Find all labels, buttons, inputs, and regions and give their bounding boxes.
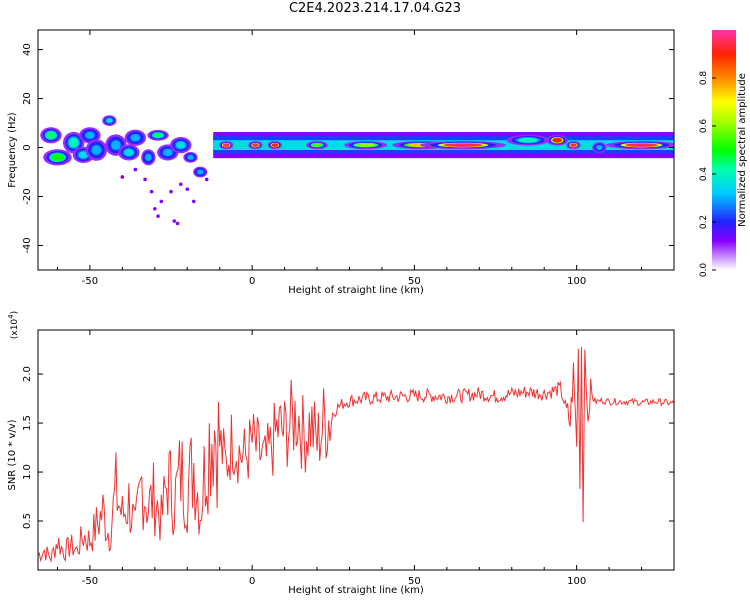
spectrogram-blob — [123, 148, 134, 157]
colorbar-label: Normalized spectral amplitude — [737, 73, 748, 227]
snr-xtick-label: -50 — [82, 576, 98, 587]
snr-y-multiplier: (x104) — [7, 311, 20, 339]
snr-ticks: -50 0 50 100 0.5 1.0 1.5 2.0 — [22, 330, 675, 587]
spectrogram-scatter-point — [169, 189, 173, 194]
colorbar-tick-label: 0.0 — [699, 263, 709, 278]
spectrogram-blob — [91, 145, 102, 155]
colorbar: 0.0 0.2 0.4 0.6 0.8 Normalized spectral ampl… — [699, 30, 748, 277]
snr-frame — [37, 329, 675, 571]
spectrogram-ytick-label: 20 — [22, 92, 33, 105]
spectrogram-ytick-label: 0 — [22, 144, 33, 150]
spectrogram-ytick-label: -20 — [22, 188, 33, 204]
spectrogram-blob — [50, 153, 64, 162]
spectrogram-scatter-point — [178, 182, 183, 187]
spectrogram-marks — [40, 115, 674, 226]
spectrogram-blob — [187, 154, 194, 160]
colorbar-gradient — [712, 30, 736, 270]
snr-background — [38, 330, 674, 570]
spectrogram-scatter-point — [156, 214, 160, 218]
colorbar-tick-label: 0.2 — [699, 215, 709, 229]
spectrogram-blob — [596, 145, 603, 151]
spectrogram-scatter-point — [149, 189, 154, 194]
snr-y-multiplier-exp: 4 — [7, 314, 15, 319]
spectrogram-scatter-point — [120, 175, 125, 179]
colorbar-tick-label: 0.6 — [699, 119, 709, 134]
snr-series-line — [38, 347, 674, 563]
snr-xtick-label: 100 — [567, 576, 586, 587]
spectrogram-blob — [130, 134, 141, 142]
snr-ytick-label: 1.0 — [22, 464, 33, 480]
spectrogram-blob — [518, 137, 538, 143]
spectrogram-scatter-point — [191, 199, 196, 204]
spectrogram-scatter-point — [143, 177, 147, 182]
spectrogram-blob — [85, 131, 95, 139]
spectrogram-xtick-label: 50 — [408, 276, 421, 287]
spectrogram-blob — [625, 143, 658, 147]
spectrogram-ticks: -50 0 50 100 -40 -20 0 20 40 — [22, 30, 675, 287]
spectrogram-blob — [570, 143, 577, 147]
snr-xlabel: Height of straight line (km) — [288, 585, 424, 596]
snr-ytick-label: 2.0 — [22, 366, 33, 382]
spectrogram-blob — [552, 137, 563, 143]
spectrogram-blob — [443, 143, 483, 147]
colorbar-tick-label: 0.4 — [699, 167, 709, 182]
spectrogram-ytick-label: -40 — [22, 237, 33, 253]
snr-panel: -50 0 50 100 0.5 1.0 1.5 2.0 Height of straight… — [7, 311, 675, 596]
spectrogram-blob — [197, 169, 204, 175]
snr-ytick-label: 0.5 — [22, 513, 33, 529]
spectrogram-scatter-point — [159, 199, 164, 204]
spectrogram-blob — [222, 143, 230, 147]
spectrogram-ylabel: Frequency (Hz) — [7, 112, 18, 188]
snr-xtick-label: 50 — [408, 576, 421, 587]
spectrogram-blob — [175, 141, 186, 149]
spectrogram-blob — [153, 132, 163, 138]
spectrogram-blob — [162, 148, 173, 157]
spectrogram-ytick-label: 40 — [22, 43, 33, 56]
spectrogram-blob — [356, 143, 376, 147]
spectrogram-blob — [46, 131, 56, 139]
spectrogram-scatter-point — [204, 177, 209, 182]
spectrogram-blob — [78, 151, 89, 159]
spectrogram-blob — [111, 140, 121, 150]
spectrogram-scatter-point — [153, 206, 157, 211]
spectrogram-xtick-label: -50 — [82, 276, 98, 287]
spectrogram-blob — [271, 143, 279, 147]
spectrogram-scatter-point — [172, 219, 177, 223]
spectrogram-blob — [145, 153, 152, 162]
colorbar-ticks: 0.0 0.2 0.4 0.6 0.8 — [699, 71, 716, 278]
figure-title: C2E4.2023.214.17.04.G23 — [288, 1, 462, 16]
snr-marks — [38, 347, 674, 563]
spectrogram-blob — [68, 137, 79, 148]
spectrogram-blob — [106, 118, 113, 124]
spectrogram-scatter-point — [133, 167, 138, 172]
spectrogram-xtick-label: 0 — [249, 276, 255, 287]
colorbar-tick-label: 0.8 — [699, 71, 709, 86]
spectrogram-scatter-point — [175, 221, 180, 226]
spectrogram-blob — [252, 143, 259, 147]
snr-ylabel: SNR (10 * v/v) — [7, 419, 18, 490]
snr-y-multiplier-base: (x10 — [10, 319, 20, 340]
snr-xtick-label: 0 — [249, 576, 255, 587]
spectrogram-blob — [312, 143, 322, 147]
spectrogram-panel: -50 0 50 100 -40 -20 0 20 40 Height of straight … — [7, 29, 675, 296]
spectrogram-xtick-label: 100 — [567, 276, 586, 287]
snr-ytick-label: 1.5 — [22, 415, 33, 431]
spectrogram-frame — [37, 29, 675, 271]
snr-y-multiplier-close: ) — [10, 311, 20, 315]
spectrogram-xlabel: Height of straight line (km) — [288, 285, 424, 296]
spectrogram-scatter-point — [185, 187, 190, 191]
